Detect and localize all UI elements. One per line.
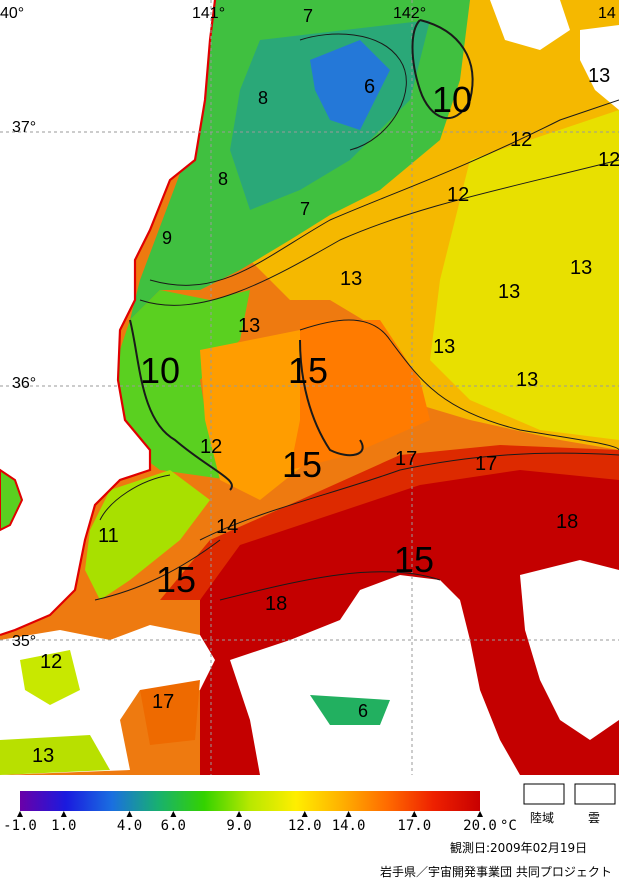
legend-ticks: -1.0 1.0 4.0 6.0 9.0 12.0 14.0 17.0 20.0 <box>3 811 497 834</box>
land-legend-label: 陸域 <box>530 811 554 825</box>
legend-tick-label: 9.0 <box>226 818 251 834</box>
zone-15 <box>290 320 430 470</box>
legend-colorbar <box>20 791 480 811</box>
contour-label: 9 <box>162 228 172 248</box>
legend-tick-mark <box>301 811 308 817</box>
contour-label: 13 <box>516 369 538 391</box>
contour-label: 13 <box>32 745 54 767</box>
zone-17 <box>160 445 619 600</box>
contour-label: 7 <box>303 6 313 26</box>
legend-tick-mark <box>170 811 177 817</box>
legend-tick-label: 6.0 <box>161 818 186 834</box>
contour-label: 17 <box>475 453 497 475</box>
contour-label: 10 <box>140 350 180 391</box>
legend-tick-label: 12.0 <box>288 818 322 834</box>
latitude-labels: 37° 36° 35° <box>12 119 36 650</box>
graticule <box>0 0 619 775</box>
legend-tick-mark <box>477 811 483 817</box>
land-swatch <box>523 783 565 805</box>
coastline <box>0 0 217 637</box>
legend-tick-mark <box>345 811 352 817</box>
land-peninsula <box>0 468 24 532</box>
zone-cold-blue <box>310 40 390 130</box>
contour-label: 11 <box>98 525 119 547</box>
temperature-zones <box>85 0 619 775</box>
credit-line: 岩手県／宇宙開発事業団 共同プロジェクト <box>380 864 612 879</box>
cloud-swatch <box>574 783 616 805</box>
contour-label: 15 <box>394 539 434 580</box>
patch-sw <box>20 650 80 705</box>
contour-label: 13 <box>433 336 455 358</box>
contour-labels: 7 6 8 10 8 12 12 13 12 7 9 13 13 13 10 15 13 13 13 12 15 17 17… <box>32 6 619 767</box>
legend-tick-label: 1.0 <box>51 818 76 834</box>
legend-tick-label: 4.0 <box>117 818 142 834</box>
contour-label: 15 <box>282 444 322 485</box>
contour-label: 12 <box>40 651 62 673</box>
contour-label: 13 <box>238 315 260 337</box>
contour-label: 6 <box>358 701 368 721</box>
longitude-labels: 40° 141° 142° 14 <box>0 5 616 22</box>
lat-label: 36° <box>12 375 36 392</box>
patch-s <box>310 695 390 725</box>
legend-tick-label: 14.0 <box>332 818 366 834</box>
contour-label: 10 <box>432 79 472 120</box>
lon-label: 40° <box>0 5 24 22</box>
contour-label: 13 <box>340 268 362 290</box>
lat-label: 37° <box>12 119 36 136</box>
legend-tick-mark <box>236 811 243 817</box>
contour-label: 15 <box>288 350 328 391</box>
lon-label: 14 <box>598 5 616 22</box>
contour-label: 13 <box>498 281 520 303</box>
legend-tick-label: 17.0 <box>397 818 431 834</box>
contour-label: 18 <box>265 593 287 615</box>
contour-label: 14 <box>216 516 238 538</box>
cloud-legend-label: 雲 <box>588 811 600 825</box>
contour-label: 12 <box>510 129 532 151</box>
contour-label: 7 <box>300 199 310 219</box>
contour-label: 13 <box>570 257 592 279</box>
lon-label: 141° <box>192 5 225 22</box>
contour-label: 12 <box>598 149 619 171</box>
contour-label: 8 <box>258 88 268 108</box>
legend-unit: °C <box>500 818 517 834</box>
legend: -1.0 1.0 4.0 6.0 9.0 12.0 14.0 17.0 20.0 °C 陸域 雲 <box>3 783 616 834</box>
legend-tick-mark <box>60 811 67 817</box>
zone-coastal-green <box>110 290 250 480</box>
lat-label: 35° <box>12 633 36 650</box>
legend-tick-mark <box>17 811 23 817</box>
observation-date: 観測日:2009年02月19日 <box>450 841 587 855</box>
contour-label: 17 <box>395 448 417 470</box>
legend-tick-label: 20.0 <box>463 818 497 834</box>
patch-sw3 <box>0 735 110 775</box>
contour-label: 8 <box>218 169 228 189</box>
contour-label: 13 <box>588 65 610 87</box>
contour-label: 12 <box>200 436 222 458</box>
contour-label: 12 <box>447 184 469 206</box>
contour-label: 6 <box>364 76 375 98</box>
land-honshu <box>0 0 215 635</box>
legend-tick-label: -1.0 <box>3 818 37 834</box>
patch-sw2 <box>140 680 200 745</box>
zone-13-east <box>430 110 619 440</box>
legend-tick-mark <box>411 811 418 817</box>
contour-label: 15 <box>156 559 196 600</box>
contour-label: 17 <box>152 691 174 713</box>
isotherm-lines <box>94 19 619 601</box>
contour-label: 18 <box>556 511 578 533</box>
zone-coastal-south <box>85 470 210 600</box>
lon-label: 142° <box>393 5 426 22</box>
legend-tick-mark <box>126 811 133 817</box>
